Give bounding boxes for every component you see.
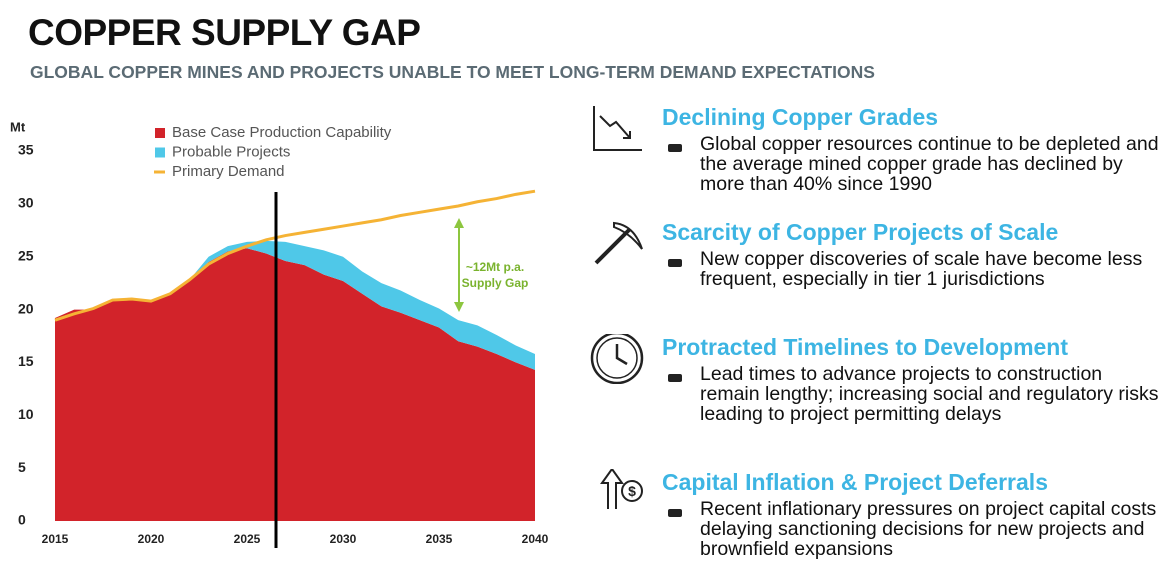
y-tick-label: 25 [18, 247, 34, 263]
panel: Scarcity of Copper Projects of Scale New… [590, 219, 1163, 329]
y-tick-label: 10 [18, 406, 34, 422]
panel-heading: Scarcity of Copper Projects of Scale [662, 219, 1059, 245]
annotation: ~12Mt p.a. [466, 260, 524, 274]
icon-pickaxe [594, 221, 643, 265]
x-tick-label: 2035 [426, 532, 453, 546]
y-tick-label: 20 [18, 300, 34, 316]
bullet [668, 144, 682, 152]
icon-decline [593, 106, 642, 151]
panel: $ Capital Inflation & Project Deferrals … [590, 469, 1163, 571]
svg-text:$: $ [628, 483, 636, 499]
slide-subtitle: GLOBAL COPPER MINES AND PROJECTS UNABLE … [30, 62, 875, 82]
y-tick-label: 5 [18, 459, 26, 475]
panel-heading: Capital Inflation & Project Deferrals [662, 469, 1048, 495]
legend-label: Primary Demand [172, 163, 285, 180]
area [55, 248, 535, 521]
legend-swatch [155, 128, 165, 138]
bullet [668, 509, 682, 517]
panel: Declining Copper Grades Global copper re… [590, 104, 1163, 214]
panel-text: New copper discoveries of scale have bec… [700, 248, 1143, 290]
legend-label: Probable Projects [172, 143, 290, 160]
line [54, 189, 536, 322]
x-tick-label: 2025 [234, 532, 261, 546]
arrow-head [454, 302, 464, 312]
bullet [668, 374, 682, 382]
legend-label: Base Case Production Capability [172, 124, 392, 141]
panel-heading: Declining Copper Grades [662, 104, 939, 130]
icon-inflation: $ [600, 469, 643, 509]
x-tick-label: 2015 [42, 532, 69, 546]
x-tick-label: 2030 [330, 532, 357, 546]
y-axis-label: Mt [10, 119, 26, 134]
panel-text: Recent inflationary pressures on project… [700, 498, 1157, 560]
bullet [668, 259, 682, 267]
y-tick-label: 15 [18, 353, 34, 369]
arrow-head [454, 218, 464, 228]
icon-clock [590, 334, 644, 384]
panel-text: Lead times to advance projects to constr… [700, 363, 1159, 425]
annotation: Supply Gap [462, 276, 529, 290]
x-tick-label: 2020 [138, 532, 165, 546]
x-tick-label: 2040 [522, 532, 549, 546]
panel-heading: Protracted Timelines to Development [662, 334, 1069, 360]
y-tick-label: 0 [18, 512, 26, 528]
panel: Protracted Timelines to Development Lead… [590, 334, 1163, 454]
panel-text: Global copper resources continue to be d… [700, 133, 1159, 195]
slide-title: COPPER SUPPLY GAP [28, 12, 421, 53]
y-tick-label: 30 [18, 195, 34, 211]
legend-swatch [155, 147, 165, 158]
y-tick-label: 35 [18, 142, 34, 158]
